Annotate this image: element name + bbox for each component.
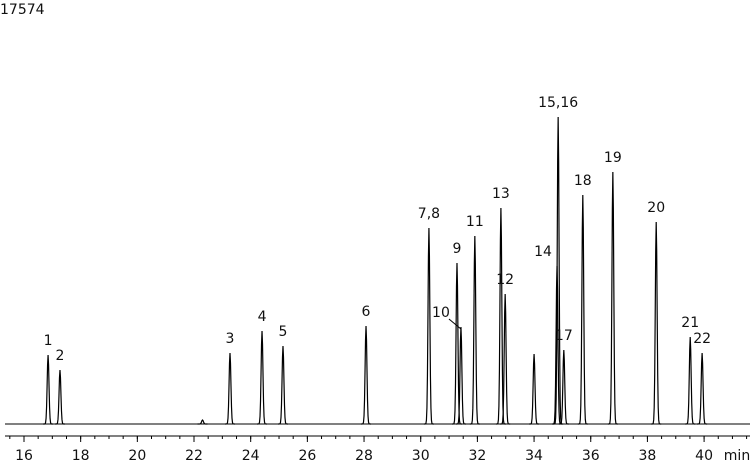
peak-label: 11 xyxy=(466,214,484,230)
x-tick-label: 40 xyxy=(695,448,713,464)
peak xyxy=(361,325,372,425)
peak xyxy=(43,354,54,425)
x-tick-label: 38 xyxy=(639,448,657,464)
peak xyxy=(423,227,434,425)
peak xyxy=(577,194,588,425)
peak xyxy=(697,352,708,425)
peak-label: 3 xyxy=(226,331,235,347)
peak xyxy=(54,369,65,425)
leader-line xyxy=(448,318,462,330)
x-tick-label: 24 xyxy=(242,448,260,464)
peak xyxy=(607,172,618,425)
y-tick-label: 17574 xyxy=(0,2,45,18)
peak-label: 18 xyxy=(574,173,592,189)
peak-label: 22 xyxy=(693,331,711,347)
x-tick-label: 28 xyxy=(355,448,373,464)
peak-label: 4 xyxy=(258,309,267,325)
peak-label: 20 xyxy=(647,200,665,216)
peak-label: 14 xyxy=(534,244,552,260)
peak xyxy=(257,330,268,425)
x-tick-label: 16 xyxy=(15,448,33,464)
peak xyxy=(685,336,696,425)
peak-label: 21 xyxy=(681,315,699,331)
peak-label: 15,16 xyxy=(538,95,578,111)
peak xyxy=(277,345,288,425)
peak xyxy=(529,353,540,425)
x-tick-label: 18 xyxy=(72,448,90,464)
peak xyxy=(225,352,235,425)
x-axis-label: min xyxy=(724,448,750,464)
peak xyxy=(651,221,662,425)
x-tick-label: 26 xyxy=(298,448,316,464)
peak xyxy=(495,207,506,425)
peak xyxy=(500,293,511,425)
peak-label: 6 xyxy=(362,304,371,320)
x-tick-label: 32 xyxy=(468,448,486,464)
peak xyxy=(451,262,462,425)
peak-label: 2 xyxy=(56,348,65,364)
peak xyxy=(558,349,569,425)
x-tick-label: 22 xyxy=(185,448,203,464)
x-tick-label: 20 xyxy=(128,448,146,464)
peak-label: 5 xyxy=(279,324,288,340)
peak xyxy=(197,419,208,425)
peak-label: 19 xyxy=(604,150,622,166)
peak-label: 7,8 xyxy=(418,206,440,222)
peak-label: 17 xyxy=(555,328,573,344)
x-tick-label: 34 xyxy=(525,448,543,464)
peak-label: 13 xyxy=(492,186,510,202)
peak xyxy=(469,235,480,425)
peak-label: 9 xyxy=(453,241,462,257)
peak xyxy=(455,326,466,425)
peak-label: 12 xyxy=(496,272,514,288)
x-tick-label: 30 xyxy=(412,448,430,464)
x-tick-label: 36 xyxy=(582,448,600,464)
peak-label: 1 xyxy=(44,333,53,349)
peak-label: 10 xyxy=(432,305,450,321)
